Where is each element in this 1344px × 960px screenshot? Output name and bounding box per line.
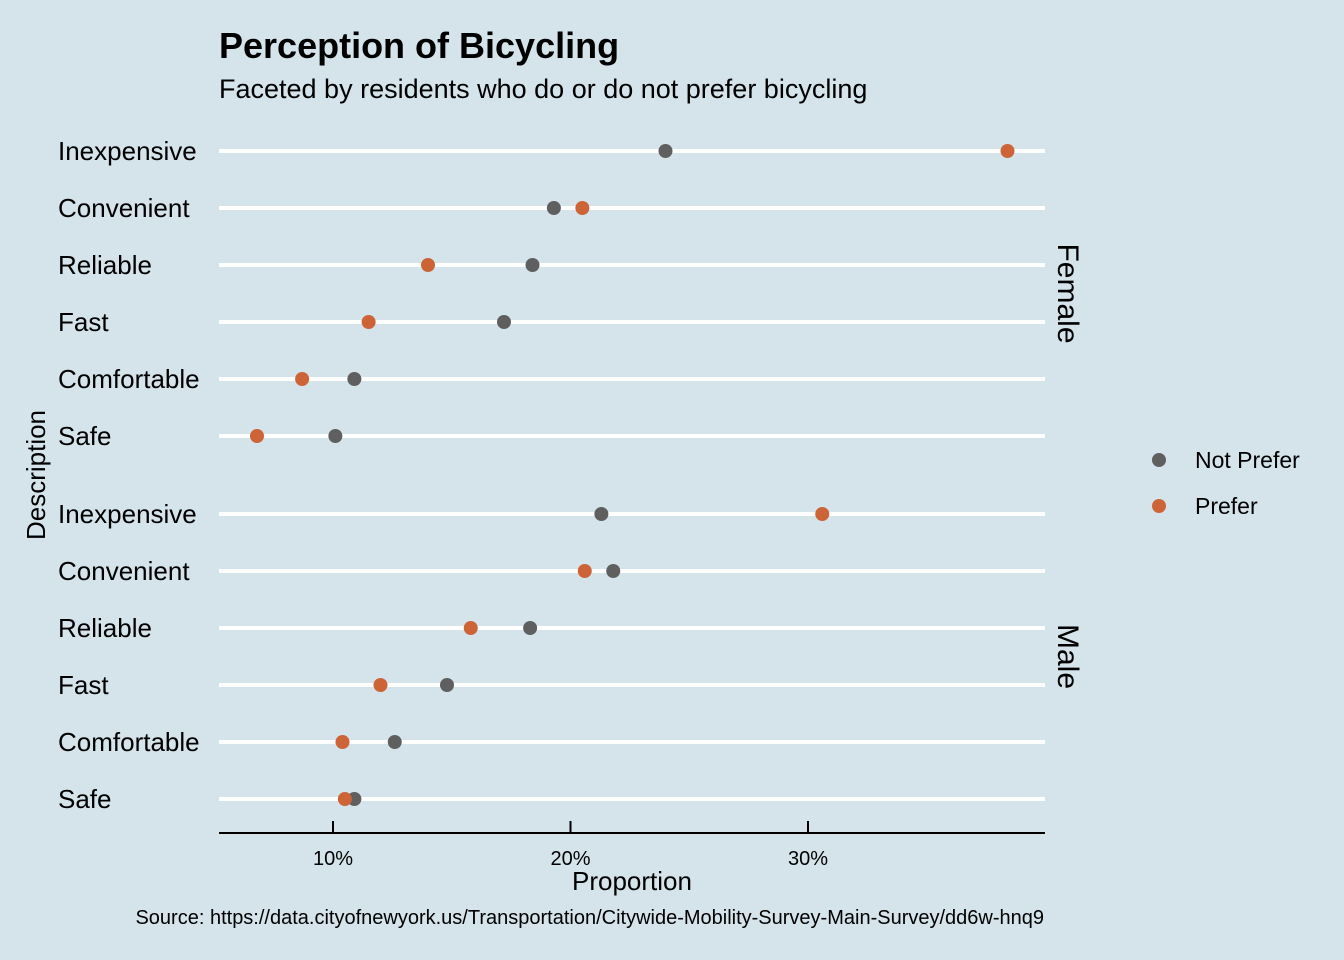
x-tick-label: 10% [313, 848, 353, 870]
point-prefer [1000, 144, 1015, 158]
y-tick-label: Inexpensive [58, 136, 197, 166]
point-prefer [421, 258, 435, 272]
point-prefer [335, 735, 350, 749]
point-prefer [373, 678, 388, 692]
y-tick-label: Safe [58, 421, 112, 451]
point-not-prefer [594, 507, 609, 521]
point-not-prefer [606, 564, 621, 578]
legend-key [1152, 499, 1166, 513]
point-prefer [463, 621, 478, 635]
x-axis-title: Proportion [572, 866, 692, 896]
point-not-prefer [387, 735, 402, 749]
y-tick-label: Safe [58, 784, 112, 814]
point-not-prefer [658, 144, 673, 158]
point-not-prefer [328, 429, 343, 443]
point-not-prefer [525, 258, 540, 272]
legend-label: Not Prefer [1195, 447, 1300, 473]
gridlines [219, 149, 1045, 801]
point-prefer [575, 201, 590, 215]
source-caption: Source: https://data.cityofnewyork.us/Tr… [135, 907, 1044, 929]
x-axis-ticks: 10% 20% 30% [313, 821, 828, 870]
facet-strips: Female Male [1051, 243, 1084, 689]
y-tick-label: Reliable [58, 250, 152, 280]
x-tick-label: 20% [550, 848, 590, 870]
point-prefer [250, 429, 264, 443]
facet-strip-label: Male [1051, 624, 1084, 689]
y-axis-title: Description [21, 410, 51, 540]
y-tick-label: Reliable [58, 613, 152, 643]
point-prefer [295, 372, 310, 386]
point-prefer [577, 564, 592, 578]
x-tick-label: 30% [788, 848, 828, 870]
legend-key [1152, 453, 1166, 467]
chart-subtitle: Faceted by residents who do or do not pr… [219, 74, 867, 104]
y-tick-label: Fast [58, 307, 109, 337]
point-prefer [337, 792, 352, 806]
facet-strip-label: Female [1051, 243, 1084, 343]
y-axis-labels: Inexpensive Convenient Reliable Fast Comfort… [58, 136, 200, 814]
point-not-prefer [523, 621, 538, 635]
legend-label: Prefer [1195, 493, 1258, 519]
data-points [250, 144, 1015, 806]
chart-title: Perception of Bicycling [219, 25, 619, 66]
y-tick-label: Inexpensive [58, 499, 197, 529]
point-not-prefer [347, 372, 362, 386]
point-not-prefer [440, 678, 454, 692]
y-tick-label: Convenient [58, 193, 190, 223]
point-prefer [361, 315, 376, 329]
point-not-prefer [546, 201, 561, 215]
y-tick-label: Comfortable [58, 364, 200, 394]
legend: Not Prefer Prefer [1152, 447, 1300, 519]
y-tick-label: Comfortable [58, 727, 200, 757]
y-tick-label: Convenient [58, 556, 190, 586]
point-not-prefer [497, 315, 511, 329]
y-tick-label: Fast [58, 670, 109, 700]
point-prefer [815, 507, 830, 521]
